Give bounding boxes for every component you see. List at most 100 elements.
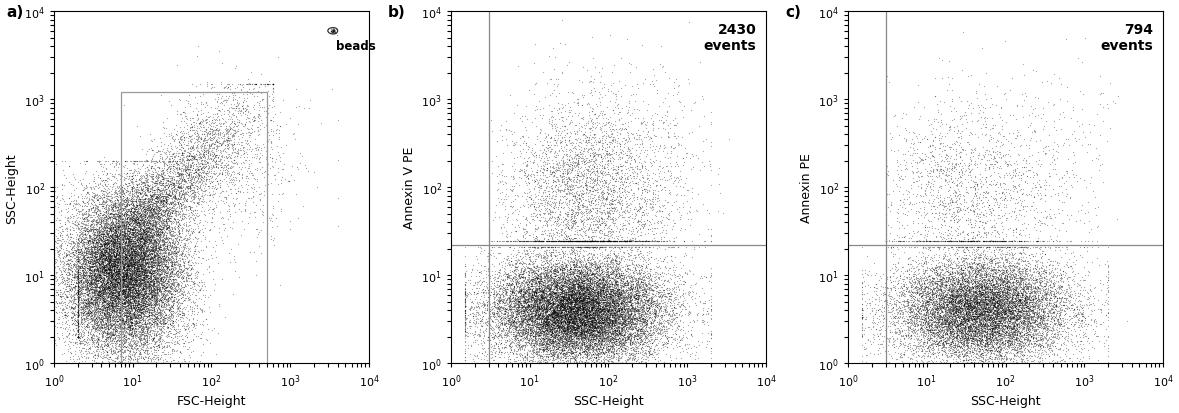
Point	[152, 275, 171, 282]
Point	[565, 318, 584, 325]
Point	[92, 210, 111, 216]
Point	[108, 270, 127, 276]
Point	[157, 239, 176, 245]
Point	[137, 208, 156, 214]
Point	[68, 259, 87, 265]
Point	[116, 293, 134, 300]
Point	[659, 295, 678, 302]
Point	[565, 275, 584, 282]
Point	[68, 328, 87, 335]
Point	[116, 277, 134, 284]
Point	[65, 271, 84, 278]
Point	[490, 313, 509, 320]
Point	[209, 107, 228, 114]
Point	[534, 338, 553, 345]
Point	[88, 221, 107, 228]
Point	[111, 254, 130, 261]
Point	[569, 192, 588, 198]
Point	[152, 216, 171, 223]
Point	[147, 245, 166, 252]
Point	[681, 166, 700, 173]
Point	[604, 286, 623, 292]
Point	[924, 239, 943, 245]
Point	[973, 286, 992, 293]
Point	[606, 350, 625, 356]
Point	[982, 321, 1001, 328]
Point	[1028, 261, 1047, 267]
Point	[574, 293, 593, 299]
Point	[528, 329, 547, 335]
Point	[153, 254, 172, 260]
Point	[573, 283, 592, 290]
Point	[101, 245, 120, 252]
Point	[963, 311, 982, 318]
Point	[108, 283, 127, 290]
Point	[903, 328, 922, 335]
Point	[110, 360, 129, 367]
Point	[531, 126, 549, 133]
Point	[183, 291, 202, 298]
Point	[914, 343, 933, 349]
Point	[579, 244, 598, 251]
Point	[929, 278, 948, 285]
Point	[154, 279, 173, 285]
Point	[562, 278, 581, 285]
Point	[535, 299, 554, 306]
Point	[646, 134, 665, 140]
Point	[507, 298, 526, 304]
Point	[222, 171, 241, 178]
Point	[79, 256, 98, 263]
Point	[993, 271, 1012, 278]
Point	[145, 273, 164, 280]
Point	[123, 255, 141, 261]
Point	[981, 239, 1000, 245]
Point	[514, 275, 533, 282]
Point	[51, 287, 70, 294]
Point	[83, 296, 101, 303]
Point	[125, 274, 144, 281]
Point	[908, 360, 927, 367]
Point	[970, 332, 989, 338]
Point	[567, 310, 586, 316]
Point	[171, 171, 190, 178]
Point	[627, 316, 646, 323]
Point	[633, 306, 652, 313]
Point	[130, 268, 149, 275]
Point	[536, 302, 555, 309]
Point	[529, 355, 548, 361]
Point	[124, 160, 143, 166]
Point	[562, 343, 581, 350]
Point	[979, 300, 997, 306]
Point	[586, 306, 605, 312]
Point	[973, 290, 992, 296]
Point	[927, 262, 946, 268]
Point	[902, 168, 921, 174]
Point	[1003, 230, 1022, 236]
Point	[946, 309, 964, 316]
Point	[612, 292, 631, 298]
Point	[599, 229, 618, 235]
Point	[198, 130, 217, 137]
Point	[521, 308, 540, 314]
Point	[521, 315, 540, 321]
Point	[592, 325, 611, 332]
Point	[549, 276, 568, 282]
Point	[954, 319, 973, 325]
Point	[555, 270, 574, 276]
Point	[1050, 325, 1069, 332]
Point	[130, 210, 149, 217]
Point	[160, 330, 179, 337]
Point	[99, 302, 118, 309]
Point	[894, 210, 913, 217]
Point	[87, 158, 106, 165]
Point	[489, 260, 508, 266]
Point	[78, 228, 97, 235]
Point	[112, 201, 131, 208]
Point	[154, 245, 173, 252]
Point	[581, 297, 600, 303]
Point	[997, 283, 1016, 290]
Point	[552, 314, 571, 320]
Point	[169, 275, 187, 281]
Point	[973, 337, 992, 344]
Point	[170, 185, 189, 191]
